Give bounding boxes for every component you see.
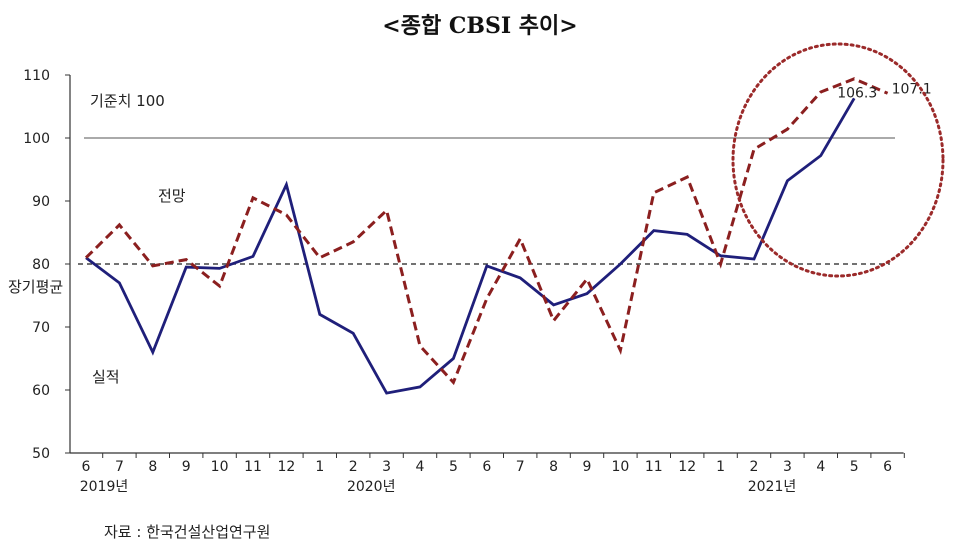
series-label-actual: 실적 xyxy=(92,368,120,386)
x-tick-label: 3 xyxy=(783,459,792,475)
x-tick-label: 9 xyxy=(583,459,592,475)
year-label: 2020년 xyxy=(347,479,396,495)
x-tick-label: 12 xyxy=(277,459,295,475)
data-label: 106.3 xyxy=(837,85,877,101)
x-tick-label: 4 xyxy=(416,459,425,475)
series-line-forecast xyxy=(84,77,889,386)
x-tick-label: 1 xyxy=(315,459,324,475)
data-label: 107.1 xyxy=(892,81,932,97)
y-tick-label: 50 xyxy=(32,446,50,462)
y-tick-label: 100 xyxy=(23,131,50,147)
x-tick-label: 6 xyxy=(482,459,491,475)
year-label: 2019년 xyxy=(80,479,129,495)
x-tick-label: 8 xyxy=(148,459,157,475)
x-tick-label: 5 xyxy=(850,459,859,475)
x-tick-label: 8 xyxy=(549,459,558,475)
y-tick-label: 110 xyxy=(23,68,50,84)
highlight-circle xyxy=(731,42,945,278)
y-tick-label: 60 xyxy=(32,383,50,399)
x-tick-label: 7 xyxy=(516,459,525,475)
series-line-actual xyxy=(85,97,856,395)
x-tick-label: 6 xyxy=(82,459,91,475)
x-tick-label: 5 xyxy=(449,459,458,475)
x-tick-label: 12 xyxy=(678,459,696,475)
y-tick-label: 80 xyxy=(32,257,50,273)
y-tick-label: 90 xyxy=(32,194,50,210)
x-tick-label: 3 xyxy=(382,459,391,475)
y-tick-label: 70 xyxy=(32,320,50,336)
x-tick-label: 2 xyxy=(750,459,759,475)
x-tick-label: 9 xyxy=(182,459,191,475)
x-tick-label: 10 xyxy=(211,459,229,475)
x-tick-label: 6 xyxy=(883,459,892,475)
chart-title: <종합 CBSI 추이> xyxy=(382,13,578,39)
year-label: 2021년 xyxy=(748,479,797,495)
x-tick-label: 1 xyxy=(716,459,725,475)
x-tick-label: 11 xyxy=(645,459,663,475)
x-tick-label: 11 xyxy=(244,459,262,475)
reference-label: 기준치 100 xyxy=(90,92,165,110)
series-layer xyxy=(84,77,889,395)
reference-lines xyxy=(78,137,895,265)
x-tick-label: 10 xyxy=(611,459,629,475)
x-tick-label: 2 xyxy=(349,459,358,475)
x-tick-label: 7 xyxy=(115,459,124,475)
x-tick-label: 4 xyxy=(816,459,825,475)
longterm-average-label: 장기평균 xyxy=(8,278,63,296)
source-note: 자료 : 한국건설산업연구원 xyxy=(104,523,271,541)
series-label-forecast: 전망 xyxy=(158,187,186,205)
